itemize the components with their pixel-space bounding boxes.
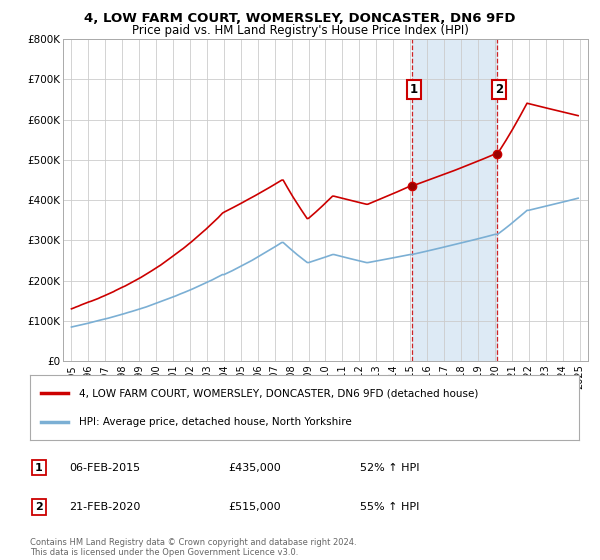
Text: 52% ↑ HPI: 52% ↑ HPI (360, 463, 419, 473)
Text: 2: 2 (495, 83, 503, 96)
Text: HPI: Average price, detached house, North Yorkshire: HPI: Average price, detached house, Nort… (79, 417, 352, 427)
Text: 06-FEB-2015: 06-FEB-2015 (69, 463, 140, 473)
Text: £435,000: £435,000 (228, 463, 281, 473)
Text: 1: 1 (35, 463, 43, 473)
Text: 4, LOW FARM COURT, WOMERSLEY, DONCASTER, DN6 9FD: 4, LOW FARM COURT, WOMERSLEY, DONCASTER,… (84, 12, 516, 25)
Text: 55% ↑ HPI: 55% ↑ HPI (360, 502, 419, 512)
Bar (412, 39, 497, 361)
Text: 2: 2 (35, 502, 43, 512)
Text: Contains HM Land Registry data © Crown copyright and database right 2024.
This d: Contains HM Land Registry data © Crown c… (30, 538, 356, 557)
Text: £515,000: £515,000 (228, 502, 281, 512)
Text: 4, LOW FARM COURT, WOMERSLEY, DONCASTER, DN6 9FD (detached house): 4, LOW FARM COURT, WOMERSLEY, DONCASTER,… (79, 388, 479, 398)
Text: 1: 1 (410, 83, 418, 96)
Text: Price paid vs. HM Land Registry's House Price Index (HPI): Price paid vs. HM Land Registry's House … (131, 24, 469, 36)
Text: 21-FEB-2020: 21-FEB-2020 (69, 502, 140, 512)
